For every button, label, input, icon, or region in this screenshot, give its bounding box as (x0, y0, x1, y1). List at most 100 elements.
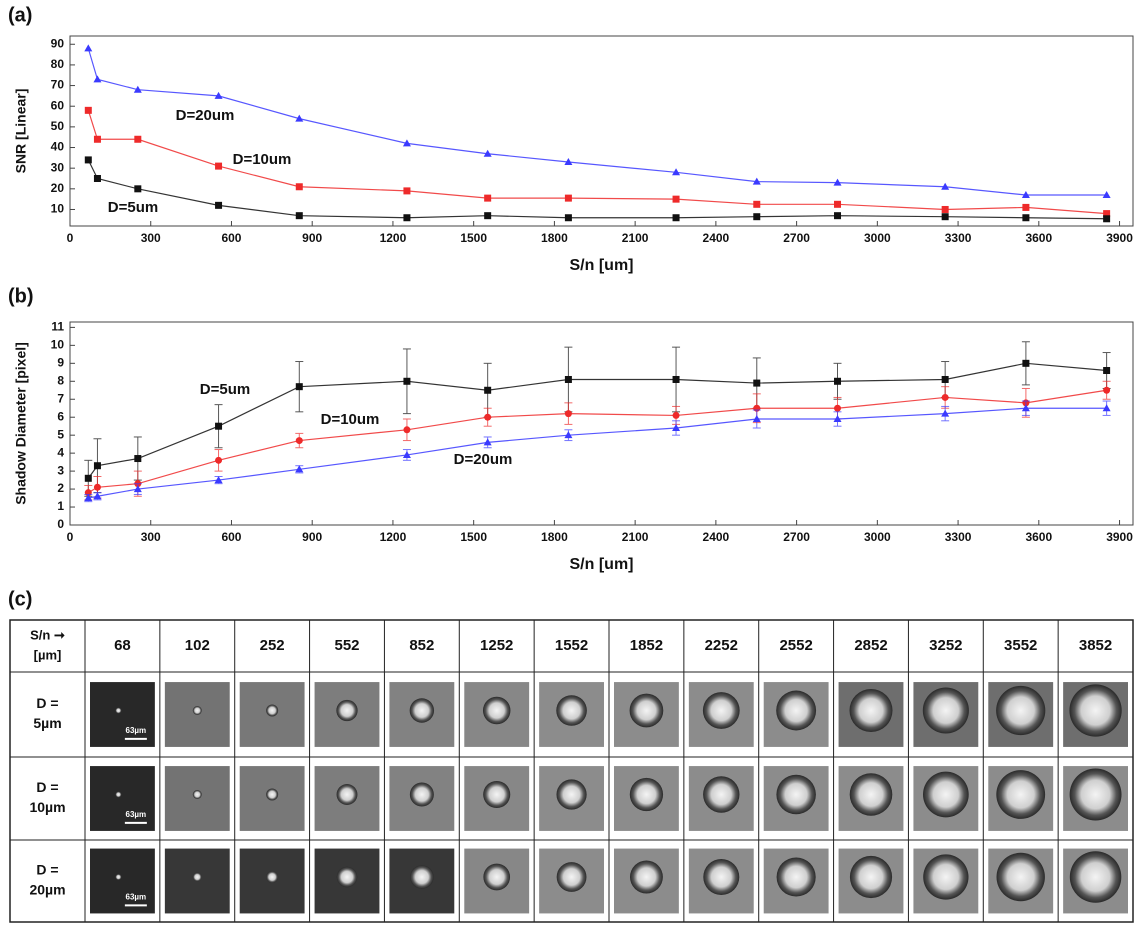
marker (834, 378, 841, 385)
marker (215, 457, 222, 464)
particle-shadow (997, 853, 1045, 901)
marker (673, 196, 680, 203)
marker (942, 394, 949, 401)
header-cell: S/n ➞ (30, 627, 65, 642)
particle-shadow (556, 695, 587, 726)
x-axis-title: S/n [um] (570, 257, 634, 274)
marker (753, 380, 760, 387)
x-tick-label: 3300 (945, 530, 972, 544)
column-header: 252 (260, 637, 285, 654)
marker (484, 212, 491, 219)
x-tick-label: 1500 (460, 231, 487, 245)
particle-shadow (115, 708, 121, 714)
x-tick-label: 0 (67, 231, 74, 245)
particle-shadow (996, 686, 1045, 735)
particle-shadow (337, 867, 358, 888)
scale-bar-label: 63µm (126, 810, 147, 819)
marker (94, 175, 101, 182)
column-header: 102 (185, 637, 210, 654)
particle-shadow (703, 692, 740, 729)
marker (942, 213, 949, 220)
series-label: D=5um (108, 199, 158, 216)
y-tick-label: 0 (57, 517, 64, 531)
y-tick-label: 40 (51, 140, 65, 154)
column-header: 3852 (1079, 637, 1112, 654)
marker (673, 214, 680, 221)
marker (834, 201, 841, 208)
particle-shadow (703, 776, 739, 812)
series-line (88, 48, 1106, 195)
series-label: D=5um (200, 381, 250, 398)
marker (942, 206, 949, 213)
marker (84, 44, 92, 51)
x-tick-label: 1200 (380, 231, 407, 245)
panel-label: (c) (8, 588, 32, 610)
marker (484, 195, 491, 202)
micrograph (90, 682, 155, 747)
y-tick-label: 70 (51, 78, 65, 92)
row-header: 5µm (33, 715, 61, 731)
marker (834, 212, 841, 219)
series-label: D=20um (176, 107, 235, 124)
marker (403, 214, 410, 221)
micrograph (90, 766, 155, 831)
particle-shadow (556, 779, 586, 809)
y-tick-label: 1 (57, 499, 64, 513)
particle-shadow (266, 871, 278, 883)
particle-shadow (996, 770, 1045, 819)
particle-shadow (266, 789, 278, 801)
marker (1022, 214, 1029, 221)
column-header: 3552 (1004, 637, 1037, 654)
marker (484, 414, 491, 421)
y-tick-label: 60 (51, 98, 65, 112)
particle-shadow (410, 698, 434, 722)
x-tick-label: 3900 (1106, 231, 1133, 245)
marker (85, 107, 92, 114)
column-header: 68 (114, 637, 131, 654)
x-tick-label: 900 (302, 231, 322, 245)
particle-shadow (193, 790, 202, 799)
marker (94, 136, 101, 143)
y-tick-label: 50 (51, 119, 65, 133)
x-tick-label: 600 (221, 530, 241, 544)
column-header: 2252 (705, 637, 738, 654)
marker (403, 426, 410, 433)
particle-shadow (115, 792, 121, 798)
column-header: 552 (334, 637, 359, 654)
marker (134, 136, 141, 143)
marker (94, 484, 101, 491)
x-tick-label: 3600 (1025, 530, 1052, 544)
particle-shadow (923, 687, 969, 733)
y-axis-title: SNR [Linear] (13, 89, 29, 174)
x-tick-label: 3000 (864, 231, 891, 245)
marker (753, 213, 760, 220)
figure: (a) (b) (c) 1020304050607080900300600900… (0, 0, 1144, 925)
particle-shadow (923, 772, 969, 818)
y-tick-label: 7 (57, 391, 64, 405)
plot-frame (70, 36, 1133, 226)
x-tick-label: 3000 (864, 530, 891, 544)
marker (296, 212, 303, 219)
marker (942, 376, 949, 383)
x-tick-label: 2700 (783, 231, 810, 245)
particle-shadow (776, 691, 816, 731)
x-tick-label: 1200 (380, 530, 407, 544)
particle-shadow (115, 874, 121, 880)
y-tick-label: 11 (51, 320, 64, 334)
marker (565, 376, 572, 383)
particle-shadow (630, 694, 664, 728)
y-tick-label: 90 (51, 36, 65, 50)
marker (134, 185, 141, 192)
particle-shadow (193, 706, 202, 715)
y-tick-label: 3 (57, 463, 64, 477)
marker (134, 455, 141, 462)
series-label: D=20um (454, 451, 513, 468)
particle-shadow (336, 700, 357, 721)
marker (1103, 387, 1110, 394)
x-tick-label: 2100 (622, 231, 649, 245)
marker (565, 195, 572, 202)
row-header: D = (36, 695, 58, 711)
y-tick-label: 8 (57, 373, 64, 387)
y-tick-label: 9 (57, 355, 64, 369)
particle-shadow (703, 859, 739, 895)
